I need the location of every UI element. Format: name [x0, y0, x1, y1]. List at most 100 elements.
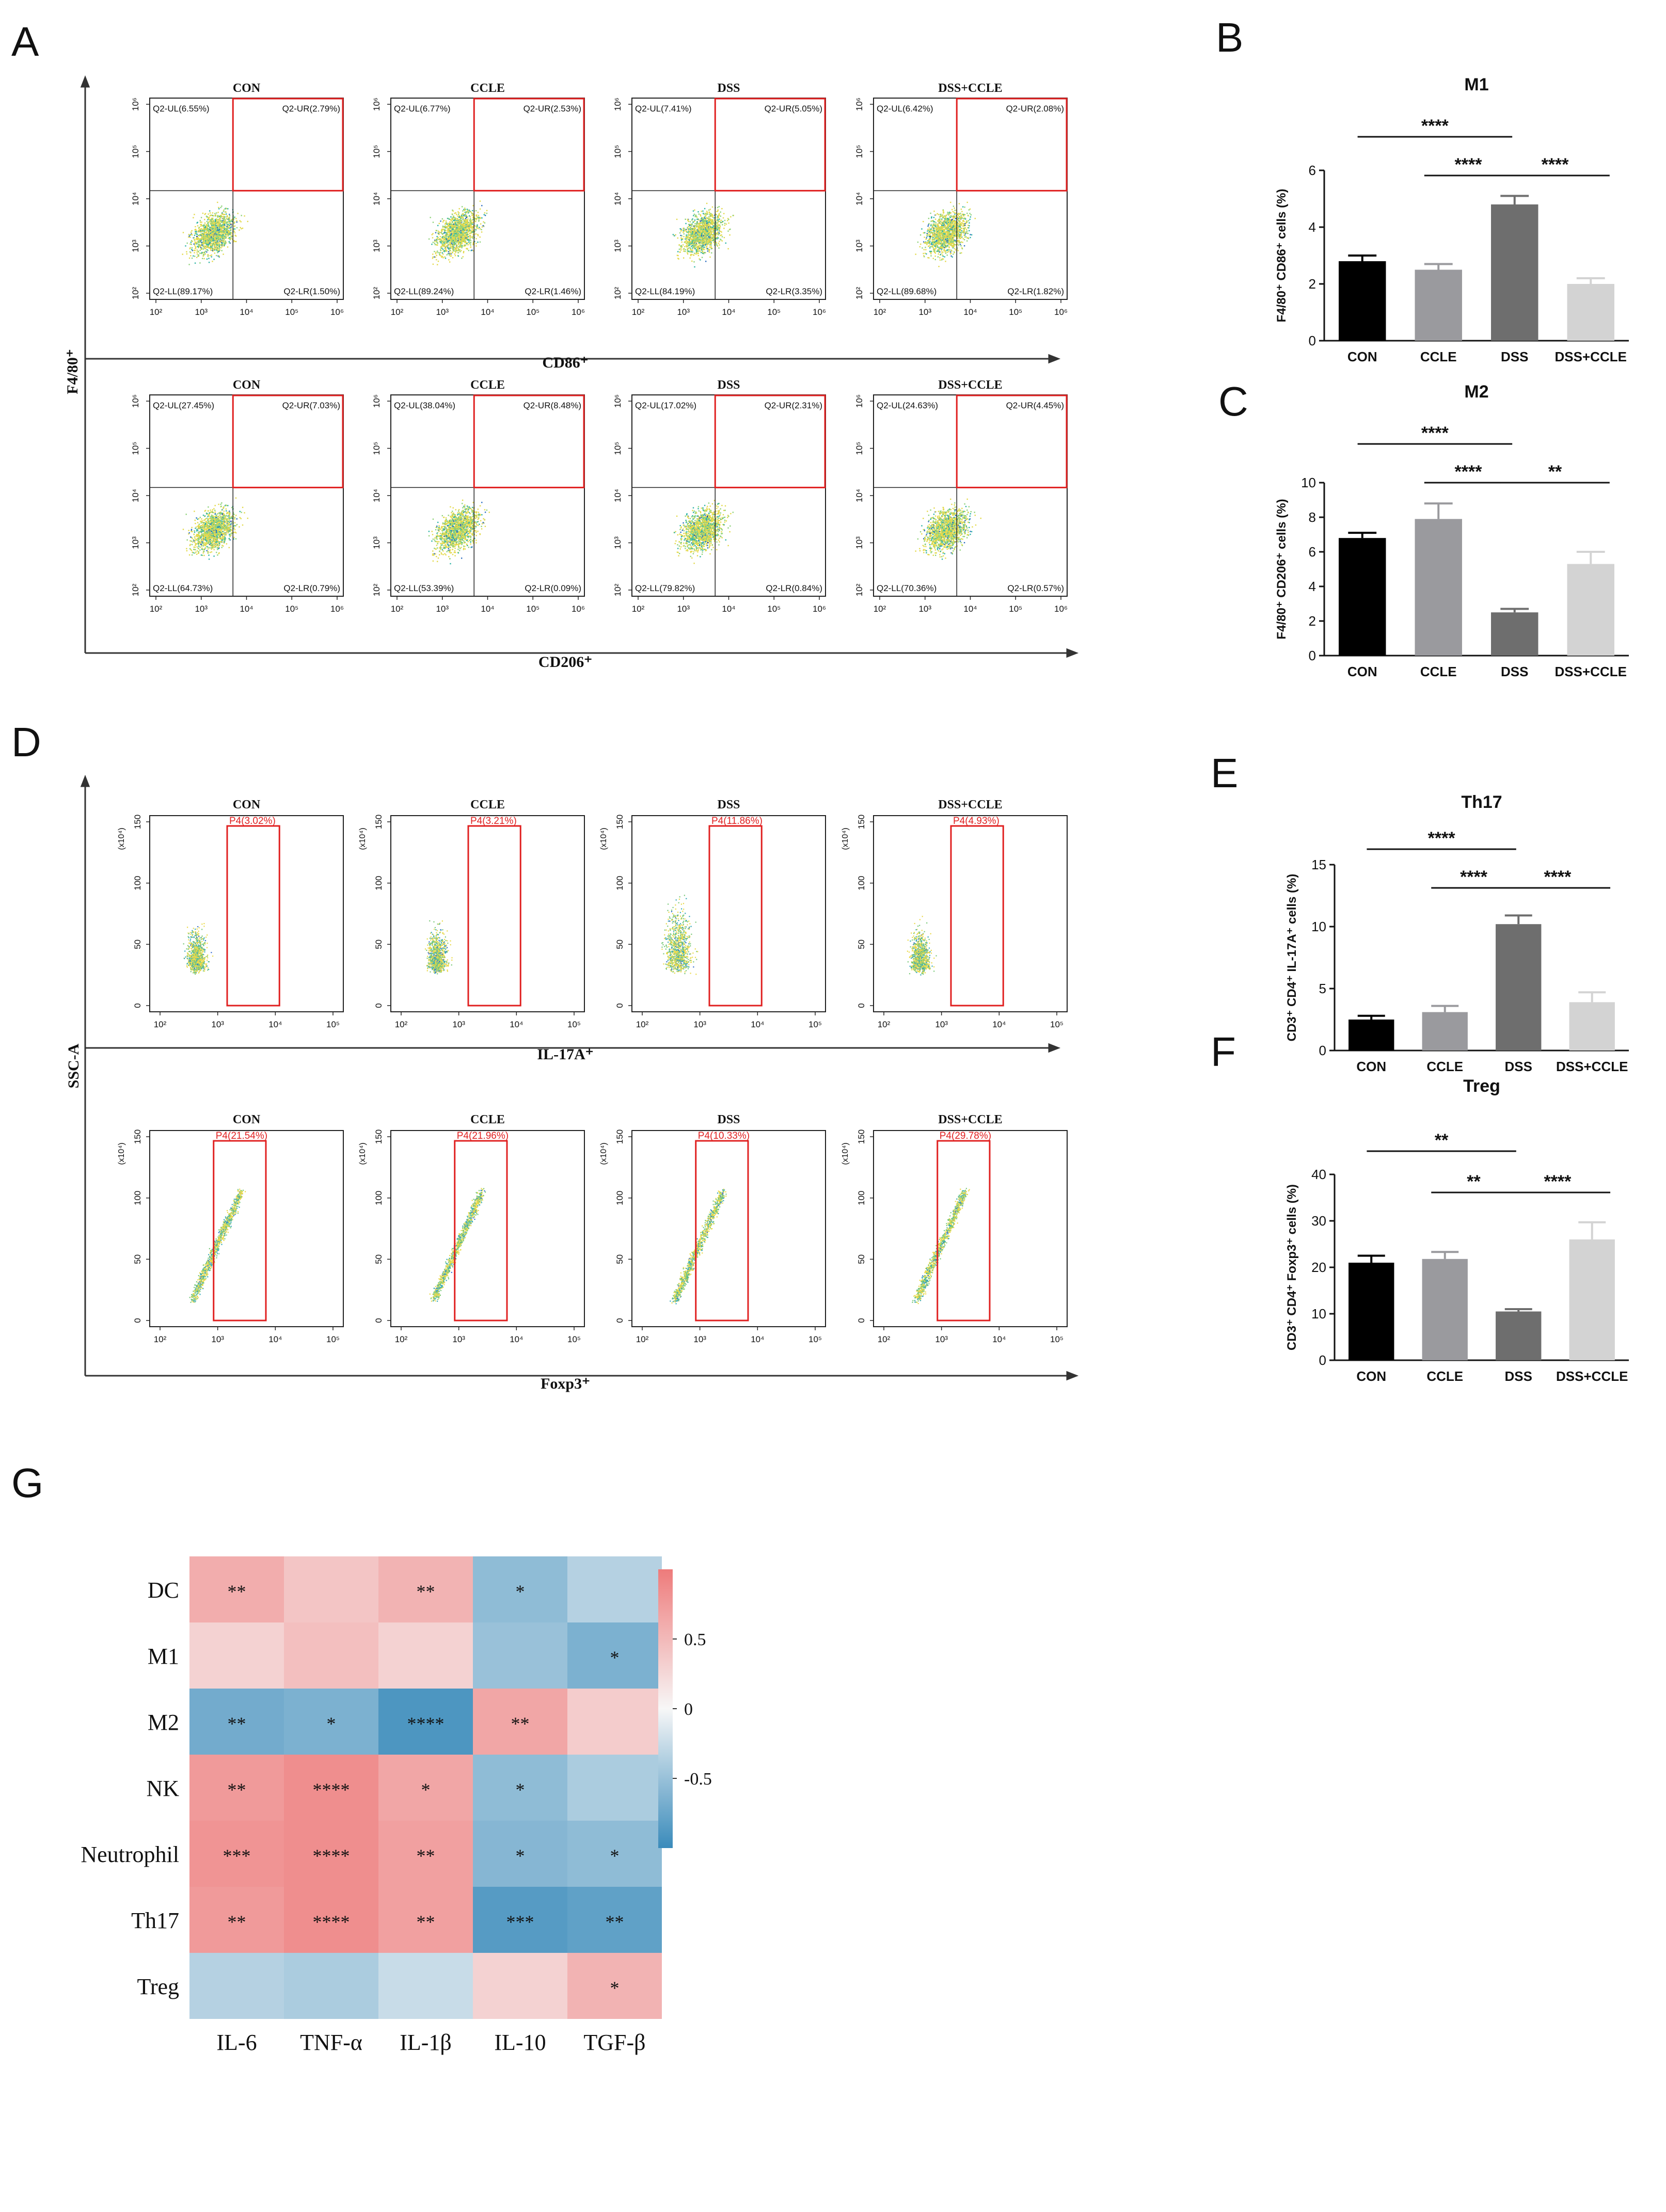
flow-event — [188, 264, 190, 265]
flow-event — [227, 235, 229, 237]
flow-event — [230, 219, 232, 221]
flow-event — [728, 218, 729, 220]
flow-event — [466, 209, 468, 210]
flow-event — [208, 237, 210, 239]
flow-event — [236, 227, 238, 229]
flow-event — [218, 238, 219, 241]
flow-event — [461, 243, 463, 245]
flow-event — [207, 238, 209, 240]
flow-event — [226, 237, 227, 239]
flow-event — [452, 210, 453, 211]
flow-event — [464, 232, 465, 234]
flow-event — [226, 213, 227, 215]
flow-event — [703, 220, 704, 221]
flow-event — [468, 241, 470, 243]
flow-event — [718, 215, 719, 217]
flow-event — [212, 221, 213, 224]
flow-event — [189, 247, 191, 248]
flow-event — [457, 240, 459, 242]
flow-event — [689, 221, 691, 222]
flow-event — [215, 228, 216, 230]
flow-event — [464, 237, 466, 240]
flow-event — [199, 229, 200, 231]
flow-event — [212, 212, 214, 214]
flow-event — [475, 214, 477, 216]
flow-event — [201, 238, 203, 240]
flow-event — [432, 256, 434, 258]
flow-event — [428, 238, 430, 240]
flow-event — [930, 255, 932, 257]
flow-event — [217, 251, 219, 252]
flow-event — [930, 224, 932, 225]
flow-event — [233, 230, 235, 232]
flow-event — [201, 231, 203, 232]
flow-event — [961, 224, 963, 226]
flow-event — [710, 244, 712, 246]
flow-event — [225, 211, 226, 213]
flow-event — [682, 244, 684, 246]
flow-event — [454, 226, 455, 227]
flow-event — [210, 246, 212, 248]
flow-event — [203, 237, 205, 239]
flow-event — [219, 249, 221, 251]
flow-event — [195, 248, 196, 249]
flow-event — [690, 241, 691, 243]
flow-event — [486, 210, 488, 212]
flow-event — [205, 245, 207, 247]
flow-event — [216, 238, 218, 240]
flow-event — [479, 208, 481, 210]
flow-event — [222, 240, 224, 242]
flow-event — [439, 238, 440, 240]
flow-event — [236, 221, 237, 223]
flow-event — [699, 232, 700, 233]
flow-event — [214, 214, 216, 216]
flow-event — [713, 235, 715, 236]
flow-event — [217, 255, 219, 257]
flow-event — [450, 219, 452, 221]
flow-event — [465, 215, 467, 217]
flow-event — [688, 226, 689, 228]
flow-event — [717, 236, 719, 238]
flow-event — [458, 240, 460, 241]
flow-event — [710, 223, 711, 225]
flow-event — [432, 233, 434, 234]
flow-event — [469, 239, 470, 241]
flow-event — [698, 236, 700, 237]
flow-event — [217, 229, 218, 230]
flow-event — [220, 229, 221, 231]
flow-event — [674, 235, 675, 236]
flow-event — [209, 210, 211, 212]
flow-event — [208, 240, 210, 242]
flow-event — [700, 220, 701, 222]
flow-event — [723, 213, 725, 214]
flow-event — [230, 224, 232, 225]
flow-event — [227, 227, 229, 229]
flow-event — [239, 229, 240, 231]
flow-event — [933, 211, 935, 212]
flow-event — [706, 248, 707, 250]
flow-event — [210, 249, 212, 251]
flow-event — [207, 233, 209, 235]
flow-event — [472, 217, 474, 219]
flow-event — [221, 221, 223, 224]
flow-event — [442, 248, 444, 250]
flow-event — [960, 215, 962, 217]
flow-event — [962, 242, 963, 243]
flow-event — [704, 241, 705, 243]
flow-event — [461, 227, 462, 229]
flow-event — [233, 226, 235, 227]
flow-event — [195, 238, 197, 240]
flow-event — [475, 219, 478, 220]
flow-event — [465, 233, 467, 235]
flow-event — [466, 212, 468, 213]
flow-event — [205, 235, 207, 236]
flow-event — [703, 249, 705, 250]
flow-event — [717, 222, 719, 224]
flow-event — [711, 222, 713, 224]
flow-event — [205, 240, 207, 242]
flow-event — [229, 231, 230, 232]
flow-event — [234, 228, 235, 230]
y-tick-label: 10² — [131, 287, 140, 299]
flow-event — [706, 220, 707, 222]
